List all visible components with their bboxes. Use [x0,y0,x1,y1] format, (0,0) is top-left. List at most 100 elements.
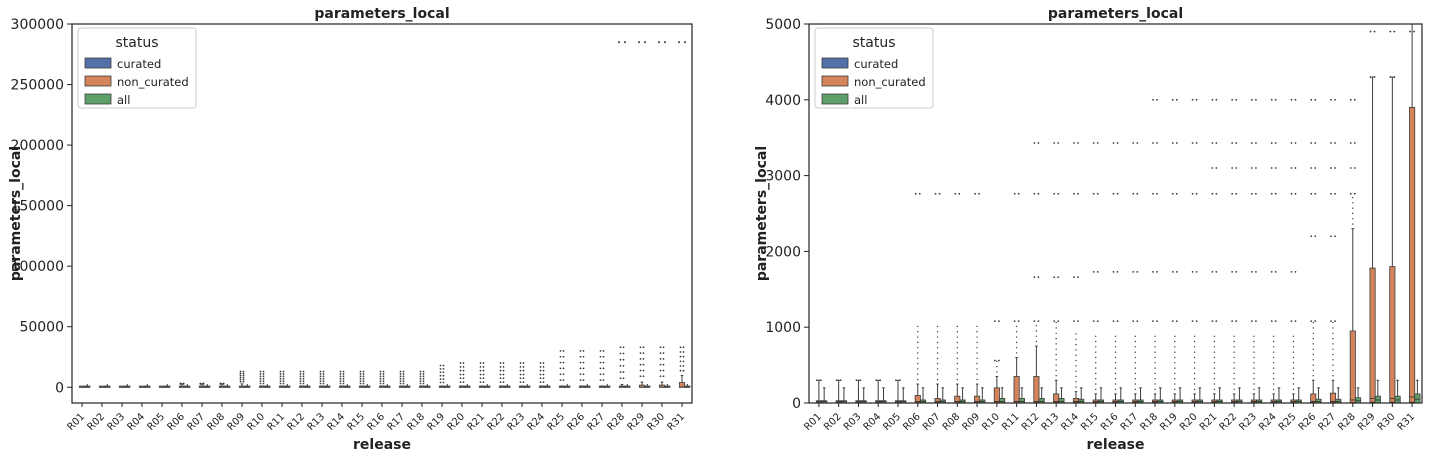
outlier [1057,276,1060,279]
legend-label-curated: curated [854,57,898,71]
outlier [562,379,565,381]
outlier [976,336,978,338]
outlier [339,373,342,375]
outlier [1095,367,1097,369]
outlier [242,372,245,375]
outlier [1156,320,1158,323]
outlier [1334,320,1336,323]
outlier [379,380,382,383]
outlier [1274,270,1277,273]
outlier [359,370,362,373]
outlier [442,364,445,367]
outlier [322,370,325,373]
outlier [1334,98,1336,101]
x-tick-label: R09 [961,411,983,433]
box-all [1058,398,1065,404]
outlier [682,365,685,367]
outlier [579,367,582,370]
outlier [482,365,485,368]
outlier [1231,98,1234,101]
outlier [539,377,542,380]
outlier [1057,320,1060,323]
outlier [242,376,245,379]
outlier [439,374,442,377]
outlier [1294,320,1297,323]
outlier [219,382,222,385]
outlier [606,384,609,386]
outlier [1389,30,1392,33]
outlier [662,369,665,372]
y-tick-label: 5000 [765,17,801,33]
outlier [382,370,385,373]
outlier [579,350,582,352]
x-tick-label: R08 [205,411,227,433]
plot-area [78,41,691,388]
outlier [339,375,342,378]
outlier [917,346,919,349]
outlier [606,385,609,387]
chart-1: parameters_local 0 50000 100000 150000 200000… [8,6,693,453]
outlier [642,375,645,378]
outlier [319,375,322,378]
outlier [1171,320,1174,323]
outlier [239,374,242,377]
outlier [1191,98,1194,101]
outlier [582,355,585,358]
outlier [262,382,265,385]
outlier [622,358,625,361]
outlier [938,192,941,195]
outlier [1033,192,1036,195]
outlier [1213,346,1216,348]
outlier [958,192,961,195]
outlier [202,382,205,385]
outlier [976,368,978,370]
outlier [1330,98,1332,101]
outlier [1055,332,1057,334]
outlier [1154,367,1156,369]
outlier [1332,348,1334,350]
outlier [1175,98,1178,101]
outlier [1075,381,1077,383]
outlier [286,385,289,387]
outlier [1134,346,1136,348]
outlier [662,346,665,349]
outlier [917,325,919,328]
outlier [302,370,305,373]
outlier [917,362,919,365]
outlier [1213,340,1216,343]
outlier [1272,346,1275,348]
outlier [1114,362,1117,364]
outlier [1174,383,1176,385]
outlier [566,385,569,387]
outlier [1310,192,1313,195]
outlier [936,373,939,375]
outlier [1075,333,1077,335]
outlier [626,384,629,386]
outlier [322,375,325,378]
outlier [599,367,602,370]
x-tick-label: R12 [285,411,307,433]
outlier [1134,383,1136,385]
outlier [859,379,862,382]
outlier [559,373,562,376]
outlier [1077,192,1079,195]
outlier [1154,372,1156,375]
outlier [439,371,442,374]
x-tick-label: R05 [145,411,167,433]
outlier [342,373,345,375]
outlier [1015,346,1018,349]
outlier [1270,167,1273,169]
outlier [1114,351,1117,353]
outlier [459,369,462,372]
outlier [1114,383,1117,385]
outlier [619,352,622,355]
outlier [1132,270,1135,273]
outlier [362,373,365,375]
outlier [259,377,262,380]
outlier [186,384,189,386]
outlier [997,320,1000,323]
y-tick-label: 2000 [765,244,801,260]
outlier [976,352,978,354]
outlier [638,41,640,44]
x-tick-label: R23 [505,411,527,433]
